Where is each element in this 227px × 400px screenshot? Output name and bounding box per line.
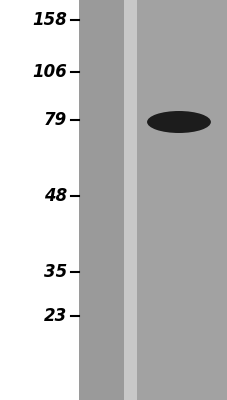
Text: 48: 48 [44,187,67,205]
Bar [136,0,227,400]
Text: 158: 158 [32,11,67,29]
Text: 23: 23 [44,307,67,325]
Bar [78,0,124,400]
Text: 106: 106 [32,63,67,81]
Ellipse shape [146,111,210,133]
Text: 35: 35 [44,263,67,281]
Text: 79: 79 [44,111,67,129]
Bar [124,0,136,400]
